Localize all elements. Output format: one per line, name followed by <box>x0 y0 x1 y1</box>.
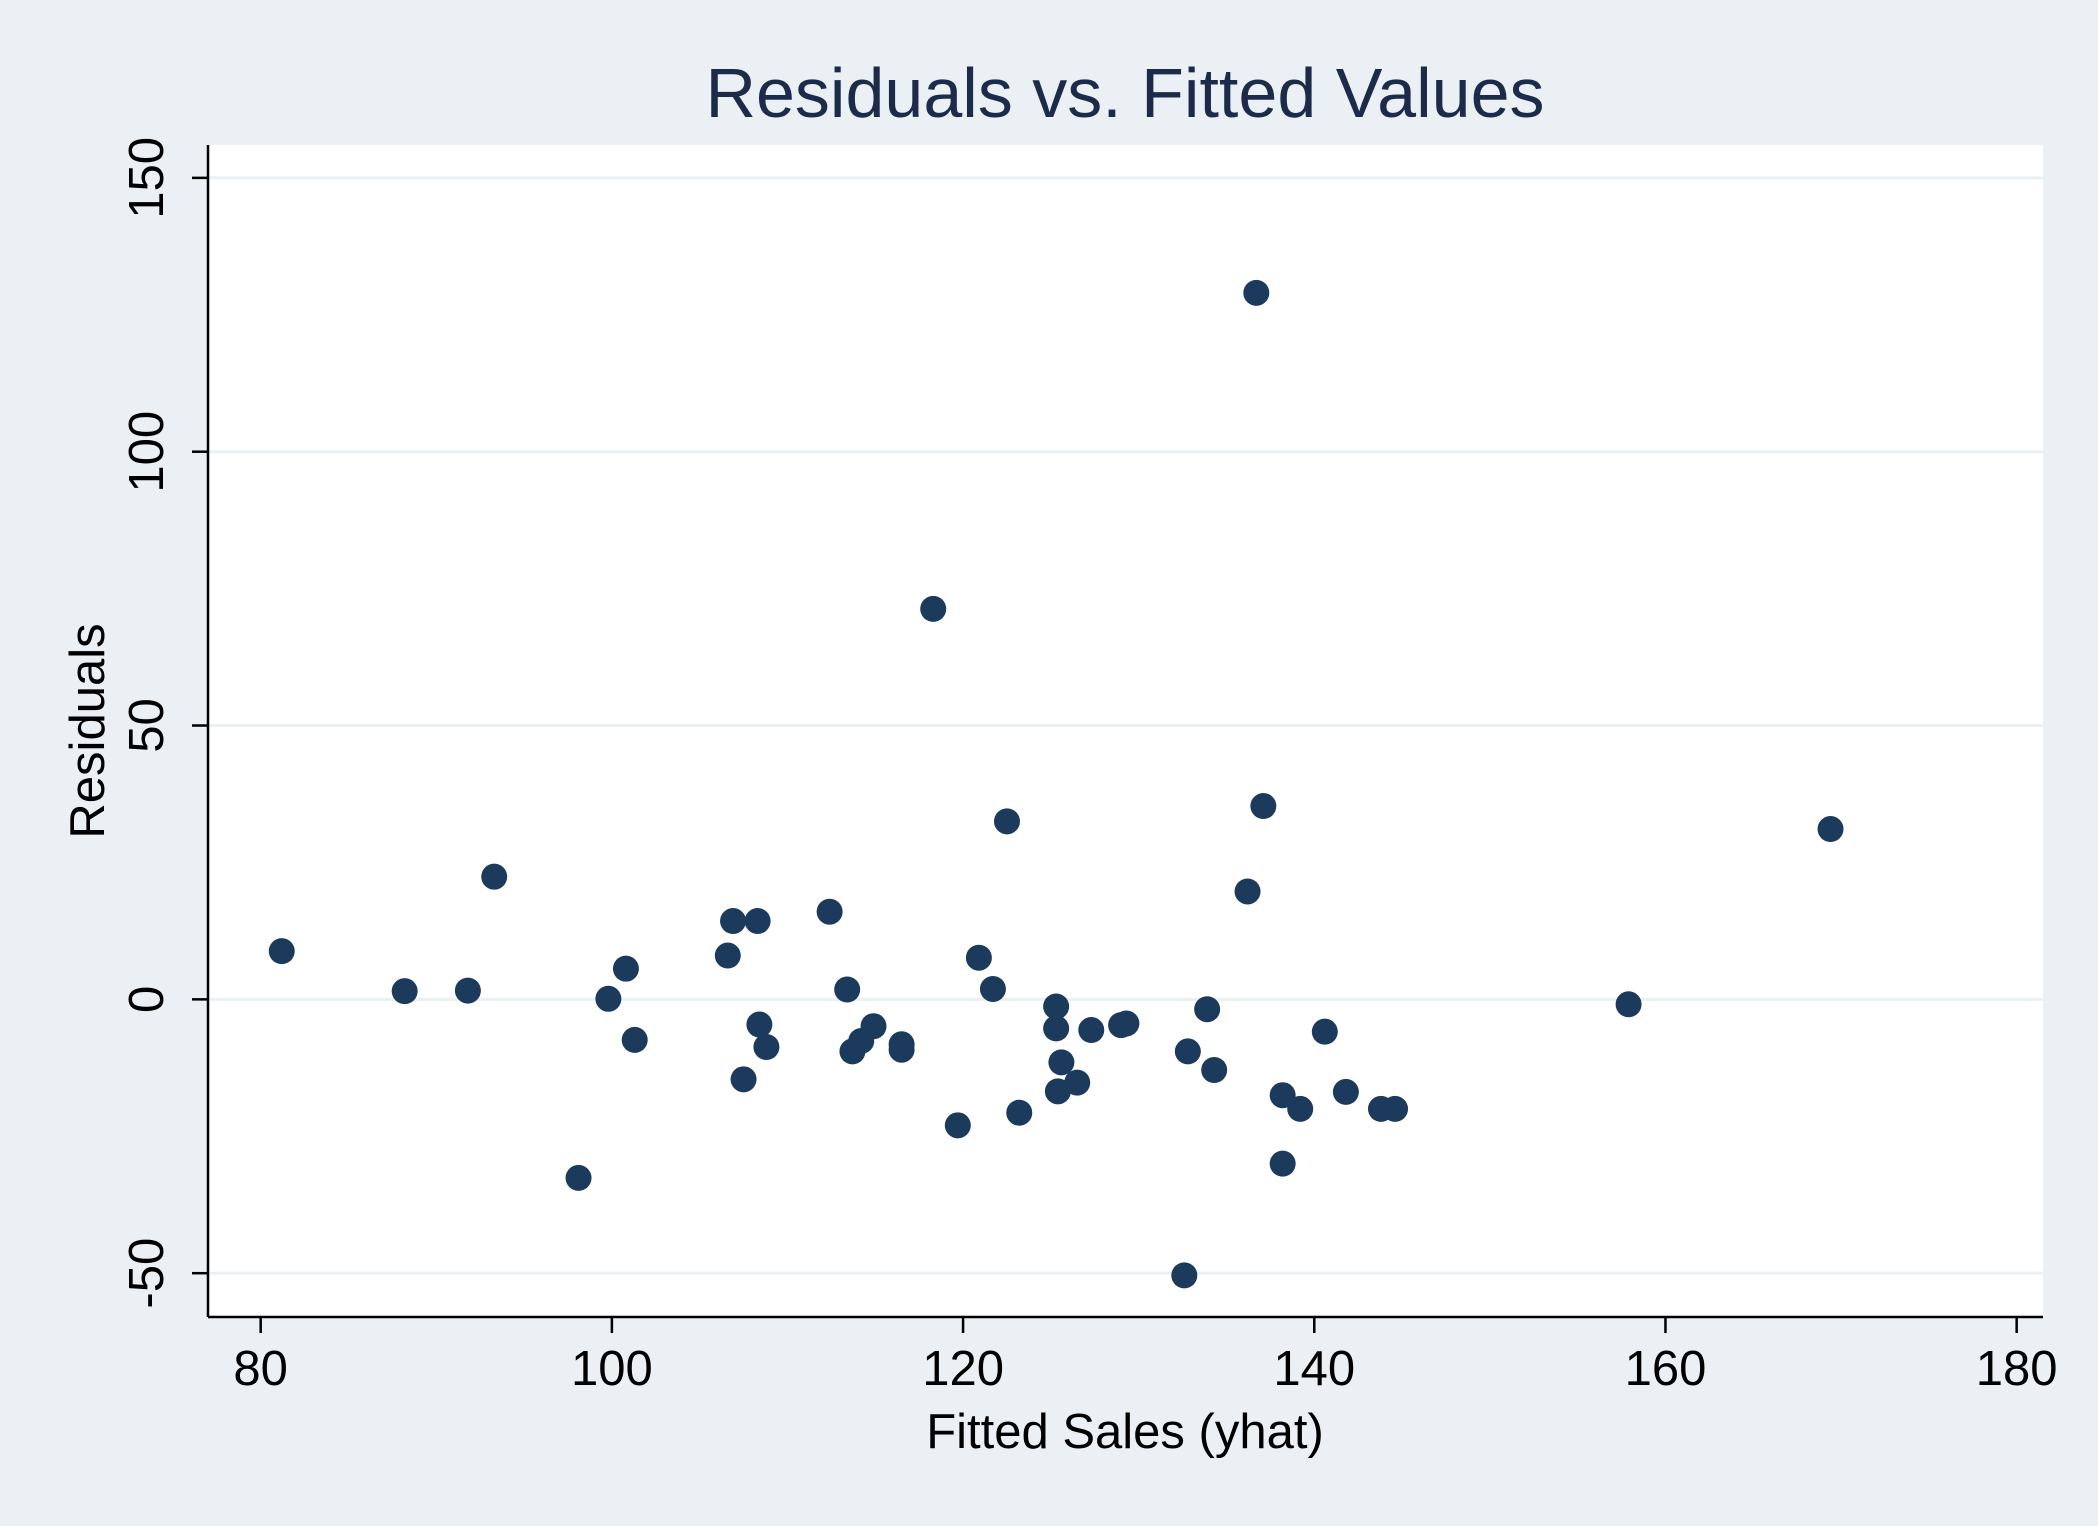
x-tick-label: 100 <box>571 1342 653 1396</box>
data-point <box>1817 816 1844 843</box>
data-point <box>1174 1038 1201 1065</box>
x-tick-label: 120 <box>922 1342 1004 1396</box>
data-point <box>1113 1010 1140 1037</box>
x-tick-label: 160 <box>1625 1342 1707 1396</box>
data-point <box>944 1112 971 1139</box>
data-point <box>730 1066 757 1093</box>
x-axis-label: Fitted Sales (yhat) <box>926 1405 1324 1459</box>
data-point <box>816 898 843 925</box>
data-point <box>1615 991 1642 1018</box>
y-axis-label: Residuals <box>61 623 115 838</box>
x-tick-label: 180 <box>1976 1342 2058 1396</box>
data-point <box>391 978 418 1005</box>
data-point <box>1311 1018 1338 1045</box>
data-point <box>1332 1078 1359 1105</box>
data-point <box>965 944 992 971</box>
chart-title: Residuals vs. Fitted Values <box>705 54 1544 132</box>
y-ticks: -50 0 50 100 150 <box>120 137 208 1309</box>
data-point <box>888 1036 915 1063</box>
data-points <box>268 279 1844 1289</box>
data-point <box>612 955 639 982</box>
data-point <box>1078 1017 1105 1044</box>
data-point <box>1171 1262 1198 1289</box>
data-point <box>860 1013 887 1040</box>
data-point <box>1234 878 1261 905</box>
gridlines <box>208 176 2043 1275</box>
data-point <box>481 863 508 890</box>
data-point <box>720 908 747 935</box>
y-tick-label: 0 <box>120 986 174 1013</box>
data-point <box>621 1026 648 1053</box>
y-tick-label: 50 <box>120 698 174 753</box>
data-point <box>595 985 622 1012</box>
data-point <box>268 938 295 965</box>
y-tick-label: 100 <box>120 411 174 493</box>
axes <box>206 145 2043 1319</box>
data-point <box>1006 1099 1033 1126</box>
data-point <box>1048 1049 1075 1076</box>
data-point <box>1064 1069 1091 1096</box>
data-point <box>746 1011 773 1038</box>
data-point <box>1243 279 1270 306</box>
y-tick-label: -50 <box>120 1238 174 1309</box>
data-point <box>1194 996 1221 1023</box>
data-point <box>744 908 771 935</box>
data-point <box>565 1164 592 1191</box>
x-tick-label: 140 <box>1273 1342 1355 1396</box>
data-point <box>1250 793 1277 820</box>
data-point <box>1382 1095 1409 1122</box>
data-point <box>753 1034 780 1061</box>
data-point <box>834 976 861 1003</box>
x-ticks: 80 100 120 140 160 180 <box>233 1317 2058 1396</box>
data-point <box>714 942 741 969</box>
data-point <box>454 977 481 1004</box>
data-point <box>1201 1057 1228 1084</box>
data-point <box>1043 1015 1070 1042</box>
data-point <box>1269 1082 1296 1109</box>
data-point <box>979 975 1006 1002</box>
data-point <box>920 595 947 622</box>
data-point <box>1287 1095 1314 1122</box>
data-point <box>1043 993 1070 1020</box>
data-point <box>1269 1150 1296 1177</box>
y-tick-label: 150 <box>120 137 174 219</box>
plot-area <box>208 145 2043 1317</box>
data-point <box>1044 1078 1071 1105</box>
x-tick-label: 80 <box>233 1342 288 1396</box>
data-point <box>993 808 1020 835</box>
